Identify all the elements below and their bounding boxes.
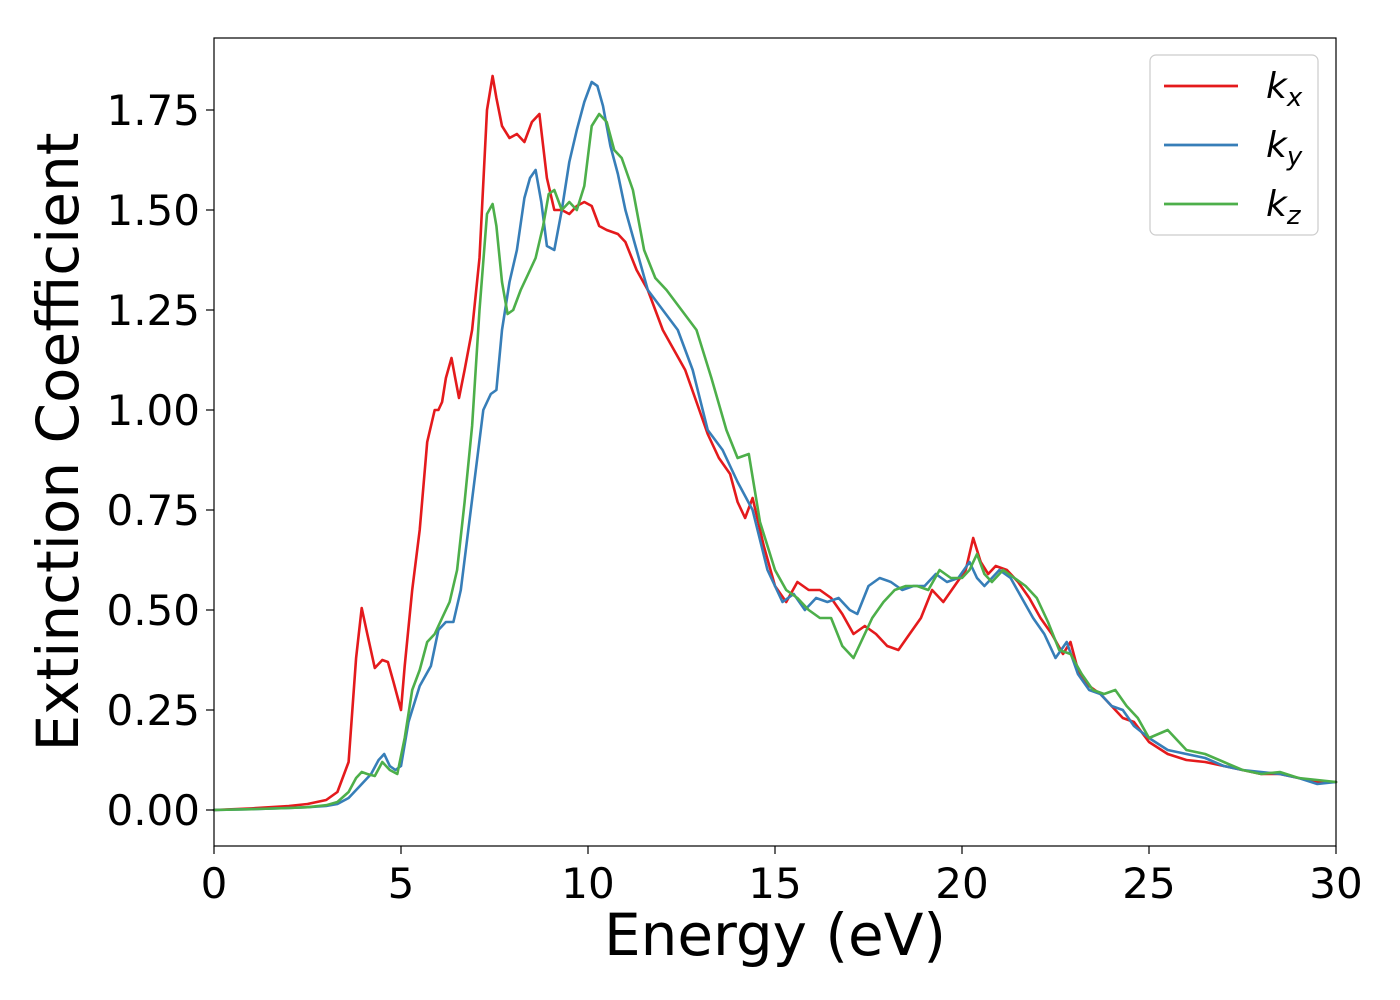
x-tick-label: 5 [388,859,415,908]
x-tick-label: 25 [1122,859,1175,908]
y-axis-title: Extinction Coefficient [24,133,92,752]
series-line-kz [212,112,1338,812]
y-tick-label: 1.25 [106,286,200,335]
x-tick-label: 20 [935,859,988,908]
y-tick-label: 0.75 [106,486,200,535]
legend: kx ky kz [1149,54,1319,236]
plot-area [214,38,1336,846]
x-tick-label: 10 [561,859,614,908]
y-tick-label: 0.25 [106,686,200,735]
x-axis-title: Energy (eV) [604,901,946,969]
x-tick-label: 15 [748,859,801,908]
y-tick-label: 1.50 [106,186,200,235]
series-layer [212,74,1338,812]
y-tick-label: 1.75 [106,86,200,135]
y-axis: 0.00 0.25 0.50 0.75 1.00 1.25 1.50 1.75 [106,86,214,835]
legend-label-ky: ky [1266,125,1303,172]
legend-label-kz: kz [1266,184,1302,231]
legend-label-kx: kx [1266,66,1303,113]
x-tick-label: 0 [201,859,228,908]
y-tick-label: 0.50 [106,586,200,635]
y-tick-label: 1.00 [106,386,200,435]
x-axis: 0 5 10 15 20 25 30 [201,846,1363,908]
x-tick-label: 30 [1309,859,1362,908]
y-tick-label: 0.00 [106,786,200,835]
